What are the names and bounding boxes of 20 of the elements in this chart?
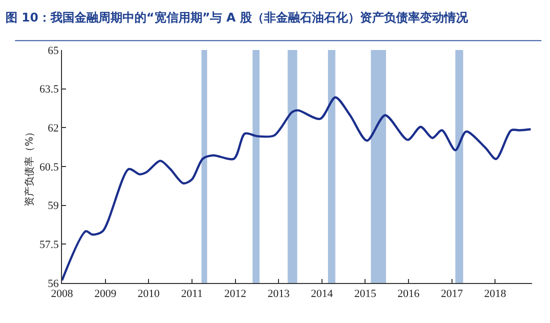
x-tick-label: 2016 bbox=[398, 288, 420, 300]
x-tick-label: 2017 bbox=[440, 288, 464, 300]
chart-title: 图 10：我国金融周期中的“宽信用期”与 A 股（非金融石油石化）资产负债率变动情况 bbox=[6, 10, 469, 24]
x-tick-label: 2011 bbox=[181, 288, 203, 300]
y-tick-label: 57.5 bbox=[40, 239, 60, 252]
y-tick-label: 56 bbox=[48, 278, 60, 290]
y-axis-title: 资产负债率（%） bbox=[24, 126, 36, 206]
x-tick-label: 2008 bbox=[51, 288, 74, 300]
x-tick-label: 2010 bbox=[138, 288, 160, 300]
y-tick-label: 62 bbox=[48, 122, 59, 135]
x-tick-label: 2009 bbox=[94, 288, 117, 300]
y-tick-label: 59 bbox=[48, 200, 60, 212]
x-tick-label: 2013 bbox=[268, 288, 290, 300]
y-tick-label: 65 bbox=[48, 44, 60, 57]
x-tick-label: 2014 bbox=[310, 288, 334, 300]
y-tick-label: 63.5 bbox=[40, 84, 60, 96]
x-tick-label: 2015 bbox=[354, 288, 377, 300]
y-tick-label: 60.5 bbox=[40, 161, 60, 174]
x-tick-label: 2018 bbox=[484, 288, 507, 300]
x-tick-label: 2012 bbox=[224, 288, 246, 300]
